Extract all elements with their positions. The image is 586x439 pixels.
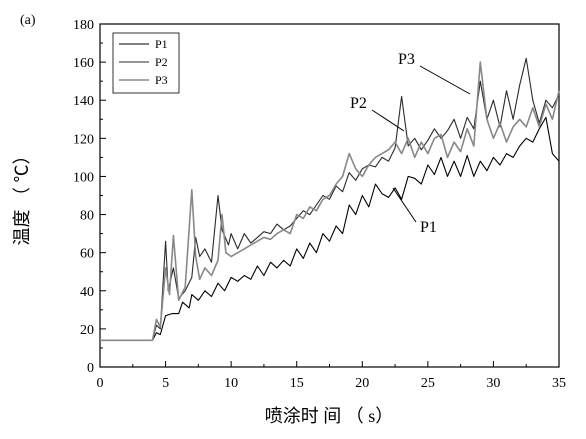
legend-label-p1: P1 <box>155 37 168 51</box>
x-tick-label: 10 <box>224 376 238 391</box>
x-tick-label: 30 <box>486 376 500 391</box>
series-layer <box>100 57 560 342</box>
x-axis-ticks: 0 5 10 15 20 25 30 35 <box>97 361 566 391</box>
x-tick-label: 5 <box>162 376 169 391</box>
annotation-label-p2: P2 <box>350 95 367 112</box>
y-axis-ticks: 0 20 40 60 80 100 120 140 160 180 <box>73 18 106 376</box>
y-tick-label: 120 <box>73 132 94 147</box>
y-tick-label: 40 <box>80 285 94 300</box>
x-tick-label: 0 <box>97 376 104 391</box>
y-tick-label: 20 <box>80 323 94 338</box>
y-tick-label: 0 <box>87 361 94 376</box>
series-line-p2 <box>100 57 560 341</box>
y-tick-label: 160 <box>73 56 94 71</box>
x-axis-title: 喷涂时 间 （ s） <box>265 406 394 426</box>
annotation-leader-p3 <box>419 65 471 95</box>
x-tick-label: 25 <box>421 376 435 391</box>
legend-label-p3: P3 <box>155 73 168 87</box>
y-tick-label: 180 <box>73 18 94 33</box>
x-tick-label: 20 <box>355 376 369 391</box>
legend-box <box>112 32 180 94</box>
series-line-p1 <box>100 116 560 341</box>
panel-label: (a) <box>20 13 36 28</box>
legend: P1 P2 P3 <box>112 32 180 94</box>
annotation-leader-p2 <box>371 109 405 132</box>
y-axis-title: 温度 （ ℃） <box>12 147 32 246</box>
annotation-leader-p1 <box>392 187 417 223</box>
x-tick-label: 15 <box>290 376 304 391</box>
series-line-p3 <box>100 61 560 342</box>
annotation-label-p1: P1 <box>420 219 437 236</box>
y-tick-label: 140 <box>73 94 94 109</box>
annotation-layer: P1 P2 P3 <box>350 51 471 236</box>
y-tick-label: 60 <box>80 247 94 262</box>
y-tick-label: 100 <box>73 170 94 185</box>
y-tick-label: 80 <box>80 209 94 224</box>
legend-label-p2: P2 <box>155 55 168 69</box>
annotation-label-p3: P3 <box>398 51 415 68</box>
x-tick-label: 35 <box>552 376 566 391</box>
